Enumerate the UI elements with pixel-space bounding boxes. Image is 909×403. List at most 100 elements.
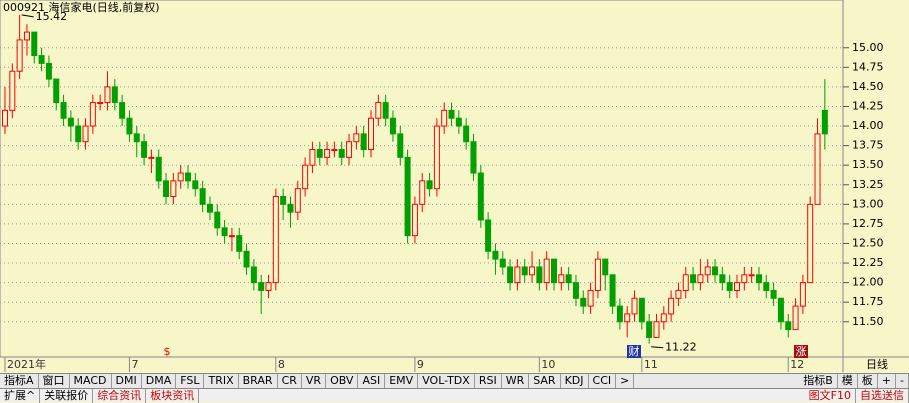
event-badge — [794, 345, 808, 358]
tab[interactable]: MACD — [70, 374, 112, 388]
candle-body — [499, 258, 506, 268]
tab[interactable]: 指标A — [0, 374, 39, 388]
candle-body — [638, 297, 645, 323]
candle-body — [346, 141, 353, 158]
candle-body — [170, 180, 177, 198]
tab[interactable]: 窗口 — [39, 374, 70, 388]
tab[interactable]: SAR — [529, 374, 561, 388]
candle-body — [448, 109, 455, 119]
tab[interactable]: 综合资讯 — [93, 388, 147, 403]
candle-body — [338, 149, 345, 158]
tab[interactable]: VR — [302, 374, 327, 388]
candle-body — [60, 102, 67, 119]
candle-body — [294, 188, 301, 213]
tab[interactable]: 板块资讯 — [146, 388, 200, 403]
indicator-tabs: 指标A 窗口 MACD DMI DMA FSL TRIX BRAR CR VR OBV ASI EMV V… — [0, 373, 909, 388]
candle-body — [38, 55, 45, 64]
candle-body — [89, 102, 96, 127]
candle-body — [785, 321, 792, 331]
y-tick-label: 13.25 — [852, 178, 884, 191]
candle-body — [2, 109, 8, 127]
candle-body — [309, 149, 316, 166]
tab[interactable]: 板 — [858, 374, 878, 388]
candle-body — [521, 266, 528, 276]
candle-body — [704, 266, 711, 276]
candle-body — [624, 313, 631, 323]
candle-body — [433, 125, 440, 190]
candle-body — [485, 219, 492, 252]
candle-body — [441, 109, 448, 127]
tab[interactable]: - — [896, 374, 909, 388]
tab[interactable]: TRIX — [204, 374, 239, 388]
candle-body — [719, 274, 726, 284]
candle-body — [741, 274, 748, 284]
candle-body — [799, 282, 806, 307]
tab[interactable]: 模 — [838, 374, 858, 388]
candle-body — [199, 188, 206, 205]
min-arrow — [651, 346, 664, 349]
candle-body — [104, 86, 111, 104]
y-tick-label: 11.50 — [852, 315, 884, 328]
tab[interactable]: OBV — [326, 374, 359, 388]
candle-body — [258, 282, 265, 291]
max-arrow — [21, 14, 34, 18]
candle-body — [148, 156, 155, 159]
chart-title: 000921 海信家电(日线,前复权) — [3, 0, 160, 14]
candle-body — [331, 149, 338, 152]
tab[interactable]: + — [878, 374, 897, 388]
candle-body — [206, 203, 213, 213]
candle-body — [272, 196, 279, 284]
tab[interactable]: DMI — [112, 374, 142, 388]
tab[interactable]: > — [616, 374, 635, 388]
candle-body — [389, 117, 396, 135]
y-tick-label: 15.00 — [852, 41, 884, 54]
x-tick-label: 7 — [131, 358, 138, 371]
candle-body — [580, 297, 587, 307]
tab[interactable]: FSL — [176, 374, 205, 388]
y-tick-label: 14.75 — [852, 60, 884, 73]
y-tick-label: 11.75 — [852, 295, 884, 308]
candle-body — [265, 282, 272, 291]
candle-body — [463, 125, 470, 143]
candle-body — [111, 86, 118, 104]
tab[interactable]: VOL-TDX — [418, 374, 475, 388]
candle-body — [821, 109, 828, 135]
tab[interactable]: CCI — [589, 374, 617, 388]
tab[interactable]: DMA — [142, 374, 177, 388]
candle-body — [45, 62, 52, 80]
max-label: 15.42 — [36, 10, 68, 23]
candle-body — [529, 266, 536, 276]
tab[interactable]: CR — [278, 374, 302, 388]
candle-body — [616, 305, 623, 323]
candle-body — [602, 258, 609, 276]
candle-body — [609, 274, 616, 307]
tab[interactable]: 扩展^ — [0, 388, 41, 403]
tab[interactable]: WR — [502, 374, 530, 388]
tab[interactable]: 关联报价 — [40, 388, 94, 403]
candle-body — [119, 102, 126, 119]
tab[interactable]: EMV — [385, 374, 419, 388]
candle-body — [763, 282, 770, 291]
candle-body — [23, 31, 30, 41]
candle-body — [53, 78, 60, 104]
tab[interactable]: BRAR — [239, 374, 278, 388]
candle-body — [455, 117, 462, 127]
tab[interactable]: KDJ — [561, 374, 589, 388]
tab[interactable]: 指标B — [799, 374, 838, 388]
tab[interactable]: RSI — [475, 374, 502, 388]
candle-body — [31, 31, 38, 57]
candle-body — [748, 274, 755, 277]
chart: 000921 海信家电(日线,前复权) 日线 11.50 11.75 12.00 12… — [0, 0, 909, 372]
candle-body — [236, 235, 243, 252]
tab[interactable]: 自选送信 — [856, 388, 909, 403]
x-tick-label: 10 — [541, 358, 555, 371]
candle-body — [690, 274, 697, 284]
y-tick-label: 12.75 — [852, 217, 884, 230]
tab[interactable]: 图文F10 — [805, 388, 856, 403]
y-tick-label: 13.50 — [852, 158, 884, 171]
tab[interactable]: ASI — [358, 374, 386, 388]
candle-body — [404, 156, 411, 237]
x-tick-label: 11 — [644, 358, 658, 371]
candle-body — [163, 180, 170, 198]
